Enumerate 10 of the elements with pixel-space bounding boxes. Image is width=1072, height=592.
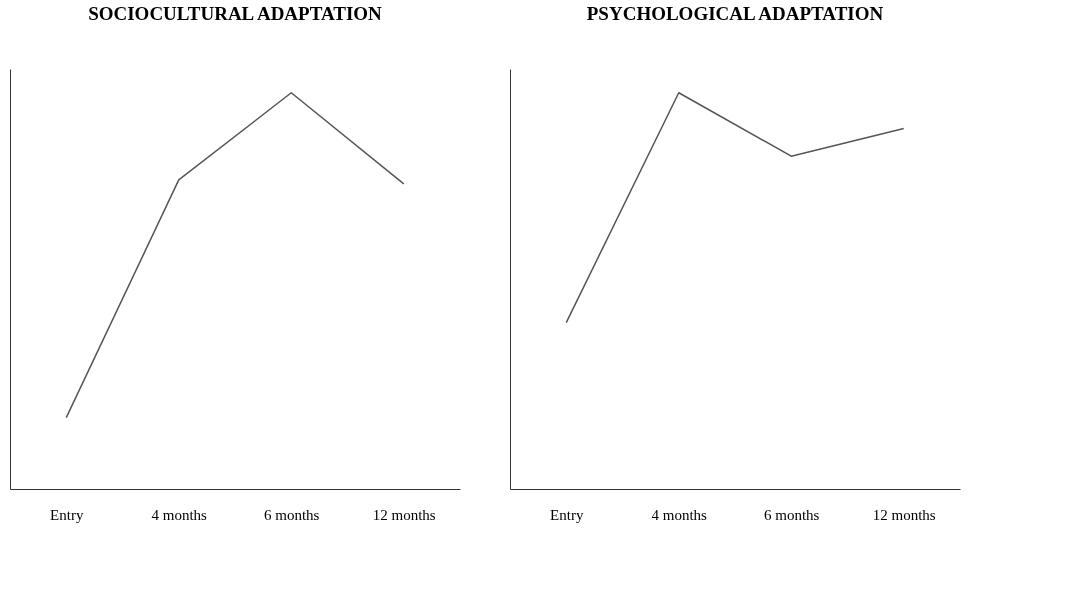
x-tick-label: 12 months — [372, 506, 436, 523]
chart-title: PSYCHOLOGICAL ADAPTATION — [586, 3, 884, 24]
x-tick-label: 4 months — [151, 506, 208, 523]
x-tick-label: Entry — [50, 506, 84, 523]
x-tick-label: 4 months — [651, 506, 708, 523]
x-tick-label: 6 months — [764, 506, 820, 523]
x-tick-label: Entry — [550, 506, 584, 523]
chart-title: SOCIOCULTURAL ADAPTATION — [88, 3, 383, 24]
x-tick-label: 12 months — [872, 506, 936, 523]
x-tick-label: 6 months — [264, 506, 320, 523]
